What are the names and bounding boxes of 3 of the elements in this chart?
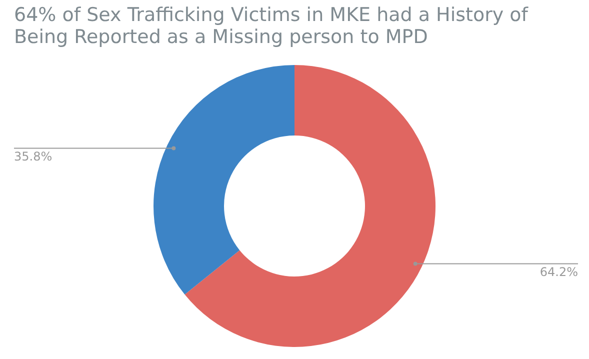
data-label: 35.8% (14, 149, 52, 164)
data-label: 64.2% (540, 264, 578, 279)
chart-title: 64% of Sex Trafficking Victims in MKE had a History of Being Reported as a Missing person to MPD (14, 4, 530, 48)
